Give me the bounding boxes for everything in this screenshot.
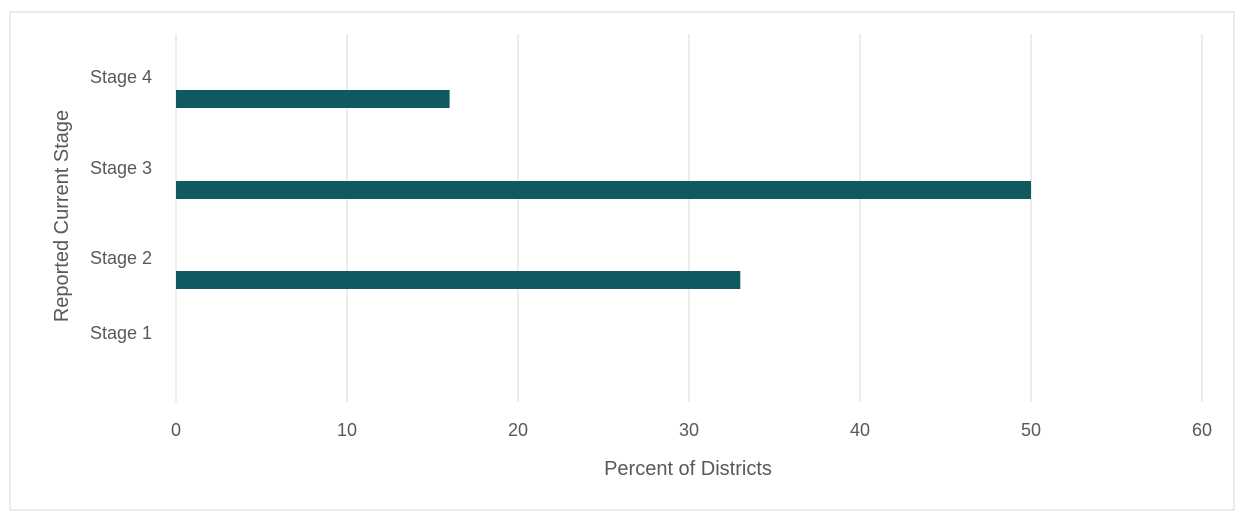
x-axis-tick-labels: 0 10 20 30 40 50 60 bbox=[171, 420, 1212, 440]
y-axis-title: Reported Current Stage bbox=[51, 110, 73, 322]
x-axis-title: Percent of Districts bbox=[604, 458, 772, 480]
x-tick-label: 20 bbox=[508, 420, 528, 440]
y-axis-tick-labels: Stage 1 Stage 2 Stage 3 Stage 4 bbox=[90, 67, 152, 343]
x-tick-label: 0 bbox=[171, 420, 181, 440]
bar-stage-4 bbox=[176, 90, 450, 108]
bar-stage-3 bbox=[176, 181, 1031, 199]
x-tick-label: 60 bbox=[1192, 420, 1212, 440]
x-tick-label: 10 bbox=[337, 420, 357, 440]
y-tick-label: Stage 4 bbox=[90, 67, 152, 87]
bar-stage-2 bbox=[176, 271, 741, 289]
y-tick-label: Stage 1 bbox=[90, 323, 152, 343]
bars bbox=[176, 90, 1031, 289]
x-tick-label: 40 bbox=[850, 420, 870, 440]
y-tick-label: Stage 2 bbox=[90, 248, 152, 268]
x-tick-label: 30 bbox=[679, 420, 699, 440]
chart-border bbox=[9, 11, 1235, 511]
x-tick-label: 50 bbox=[1021, 420, 1041, 440]
y-tick-label: Stage 3 bbox=[90, 158, 152, 178]
